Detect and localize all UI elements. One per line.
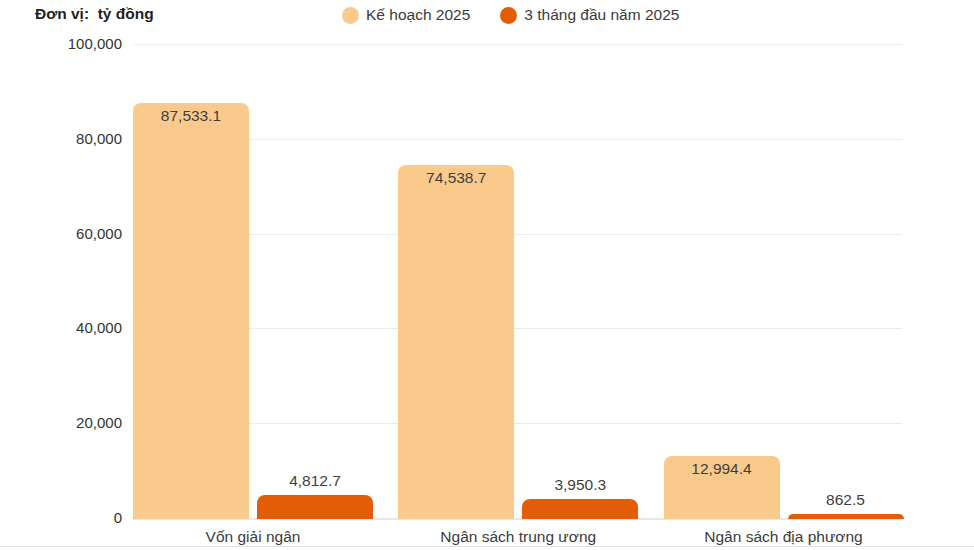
legend-label-plan: Kế hoạch 2025 — [366, 6, 470, 24]
value-label: 862.5 — [788, 491, 904, 509]
legend-item-q1: 3 tháng đầu năm 2025 — [500, 6, 679, 24]
bar-q1 — [522, 499, 638, 519]
value-label: 12,994.4 — [664, 460, 780, 478]
y-tick-label: 60,000 — [0, 224, 122, 244]
bar-plan — [133, 103, 249, 519]
legend: Kế hoạch 2025 3 tháng đầu năm 2025 — [342, 6, 679, 24]
category-label: Vốn giải ngân — [123, 527, 383, 547]
bar-q1 — [788, 514, 904, 519]
category-label: Ngân sách trung ương — [388, 527, 648, 547]
y-tick-label: 80,000 — [0, 129, 122, 149]
value-label: 87,533.1 — [133, 107, 249, 125]
gridline — [133, 44, 902, 45]
bottom-divider — [0, 546, 974, 547]
y-tick-label: 0 — [0, 508, 122, 528]
y-tick-label: 40,000 — [0, 318, 122, 338]
value-label: 3,950.3 — [522, 476, 638, 494]
bar-chart: Đơn vị: tỷ đồng Kế hoạch 2025 3 tháng đầ… — [0, 0, 974, 550]
legend-dot-plan-icon — [342, 7, 359, 24]
y-tick-label: 20,000 — [0, 413, 122, 433]
value-label: 4,812.7 — [257, 472, 373, 490]
bar-plan — [398, 165, 514, 519]
legend-label-q1: 3 tháng đầu năm 2025 — [524, 6, 679, 24]
unit-label: Đơn vị: tỷ đồng — [35, 5, 154, 23]
bar-q1 — [257, 495, 373, 519]
category-label: Ngân sách địa phương — [654, 527, 914, 547]
legend-dot-q1-icon — [500, 7, 517, 24]
legend-item-plan: Kế hoạch 2025 — [342, 6, 470, 24]
value-label: 74,538.7 — [398, 169, 514, 187]
y-tick-label: 100,000 — [0, 34, 122, 54]
